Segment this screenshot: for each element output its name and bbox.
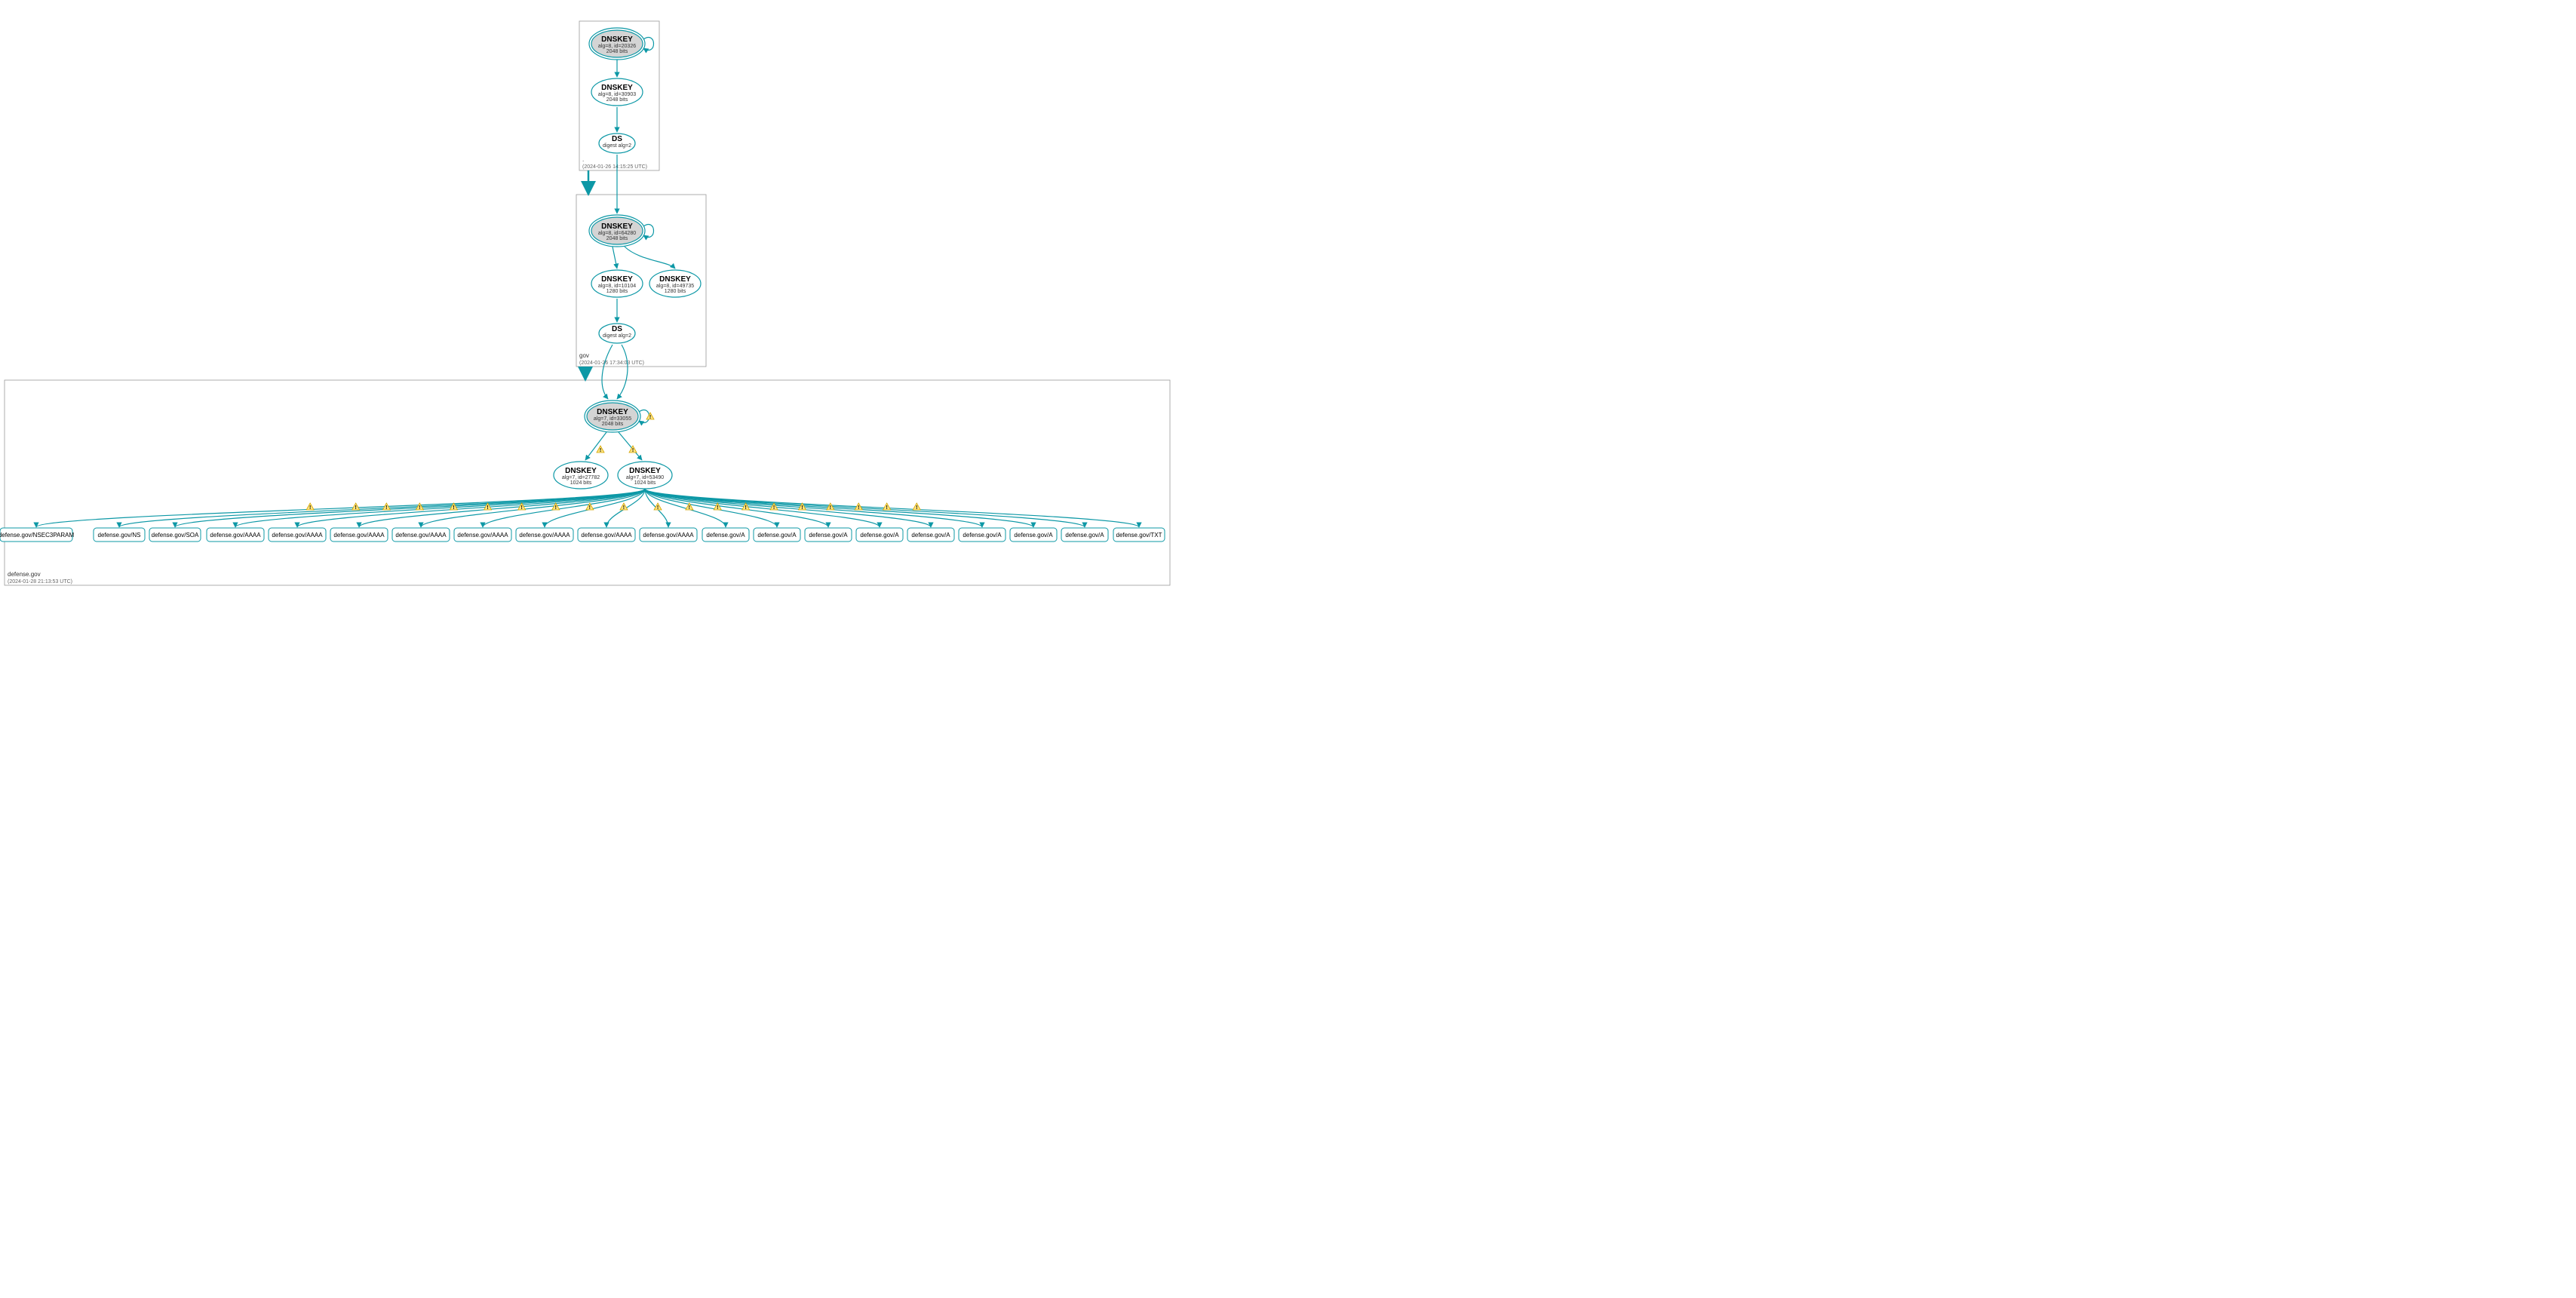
svg-text:!: ! — [773, 505, 775, 511]
svg-text:!: ! — [555, 505, 557, 511]
svg-text:DNSKEY: DNSKEY — [597, 408, 628, 416]
svg-text:2048 bits: 2048 bits — [606, 97, 628, 103]
svg-text:!: ! — [801, 505, 803, 511]
svg-text:DNSKEY: DNSKEY — [659, 275, 691, 284]
svg-text:1024 bits: 1024 bits — [634, 480, 656, 486]
svg-text:defense.gov/NS: defense.gov/NS — [98, 532, 141, 539]
svg-text:(2024-01-26 14:15:25 UTC): (2024-01-26 14:15:25 UTC) — [582, 164, 647, 170]
svg-text:defense.gov/AAAA: defense.gov/AAAA — [333, 532, 385, 539]
svg-text:!: ! — [589, 505, 591, 511]
svg-text:alg=8, id=20326: alg=8, id=20326 — [598, 44, 636, 49]
svg-text:DNSKEY: DNSKEY — [629, 467, 661, 475]
svg-text:2048 bits: 2048 bits — [606, 49, 628, 54]
svg-text:(2024-01-26 17:34:03 UTC): (2024-01-26 17:34:03 UTC) — [579, 361, 644, 366]
svg-text:defense.gov/NSEC3PARAM: defense.gov/NSEC3PARAM — [0, 532, 75, 539]
svg-text:.: . — [582, 156, 584, 163]
svg-text:!: ! — [385, 505, 387, 511]
svg-text:defense.gov/AAAA: defense.gov/AAAA — [272, 532, 323, 539]
svg-text:defense.gov/A: defense.gov/A — [1014, 532, 1053, 539]
svg-text:defense.gov/A: defense.gov/A — [860, 532, 899, 539]
svg-text:alg=8, id=30903: alg=8, id=30903 — [598, 92, 636, 97]
svg-text:!: ! — [649, 415, 651, 420]
svg-text:defense.gov/TXT: defense.gov/TXT — [1116, 532, 1162, 539]
svg-text:!: ! — [487, 505, 488, 511]
svg-text:!: ! — [689, 505, 690, 511]
svg-text:!: ! — [623, 505, 625, 511]
svg-text:alg=7, id=27782: alg=7, id=27782 — [562, 475, 600, 480]
svg-text:defense.gov/AAAA: defense.gov/AAAA — [457, 532, 508, 539]
svg-text:defense.gov/A: defense.gov/A — [706, 532, 745, 539]
svg-text:!: ! — [355, 505, 356, 511]
svg-text:!: ! — [632, 448, 634, 453]
svg-text:defense.gov/A: defense.gov/A — [809, 532, 848, 539]
svg-text:!: ! — [600, 448, 601, 453]
svg-text:digest alg=2: digest alg=2 — [603, 333, 631, 339]
svg-text:!: ! — [309, 505, 311, 511]
svg-text:DNSKEY: DNSKEY — [565, 467, 597, 475]
svg-text:defense.gov/AAAA: defense.gov/AAAA — [519, 532, 570, 539]
svg-text:alg=7, id=53490: alg=7, id=53490 — [626, 475, 664, 480]
svg-text:defense.gov/AAAA: defense.gov/AAAA — [210, 532, 261, 539]
svg-text:defense.gov/A: defense.gov/A — [1065, 532, 1104, 539]
svg-text:!: ! — [745, 505, 746, 511]
svg-text:defense.gov/A: defense.gov/A — [911, 532, 950, 539]
svg-text:digest alg=2: digest alg=2 — [603, 143, 631, 149]
svg-text:!: ! — [886, 505, 887, 511]
svg-text:!: ! — [916, 505, 917, 511]
svg-text:alg=7, id=33055: alg=7, id=33055 — [594, 416, 631, 422]
svg-text:!: ! — [717, 505, 718, 511]
svg-text:1280 bits: 1280 bits — [665, 289, 686, 294]
svg-text:!: ! — [858, 505, 859, 511]
svg-text:DS: DS — [612, 325, 622, 333]
svg-text:1024 bits: 1024 bits — [570, 480, 592, 486]
svg-text:1280 bits: 1280 bits — [606, 289, 628, 294]
svg-text:defense.gov/AAAA: defense.gov/AAAA — [581, 532, 632, 539]
svg-text:2048 bits: 2048 bits — [602, 422, 624, 427]
svg-text:gov: gov — [579, 352, 589, 359]
svg-text:DNSKEY: DNSKEY — [601, 84, 633, 92]
dnssec-tree-diagram: .(2024-01-26 14:15:25 UTC)DNSKEYalg=8, i… — [0, 0, 1174, 592]
svg-text:defense.gov: defense.gov — [8, 571, 41, 578]
svg-text:alg=8, id=49735: alg=8, id=49735 — [656, 284, 694, 289]
svg-text:(2024-01-28 21:13:53 UTC): (2024-01-28 21:13:53 UTC) — [8, 579, 72, 585]
svg-text:DNSKEY: DNSKEY — [601, 222, 633, 231]
svg-text:!: ! — [520, 505, 522, 511]
svg-text:DNSKEY: DNSKEY — [601, 35, 633, 44]
svg-text:alg=8, id=10104: alg=8, id=10104 — [598, 284, 636, 289]
svg-text:!: ! — [453, 505, 454, 511]
svg-text:defense.gov/A: defense.gov/A — [963, 532, 1002, 539]
svg-text:DNSKEY: DNSKEY — [601, 275, 633, 284]
svg-text:2048 bits: 2048 bits — [606, 236, 628, 241]
svg-text:DS: DS — [612, 135, 622, 143]
svg-text:!: ! — [419, 505, 420, 511]
svg-text:defense.gov/SOA: defense.gov/SOA — [152, 532, 199, 539]
svg-text:defense.gov/AAAA: defense.gov/AAAA — [643, 532, 694, 539]
svg-text:!: ! — [830, 505, 831, 511]
svg-text:!: ! — [657, 505, 659, 511]
svg-text:defense.gov/A: defense.gov/A — [757, 532, 797, 539]
svg-text:defense.gov/AAAA: defense.gov/AAAA — [395, 532, 447, 539]
svg-text:alg=8, id=64280: alg=8, id=64280 — [598, 231, 636, 236]
